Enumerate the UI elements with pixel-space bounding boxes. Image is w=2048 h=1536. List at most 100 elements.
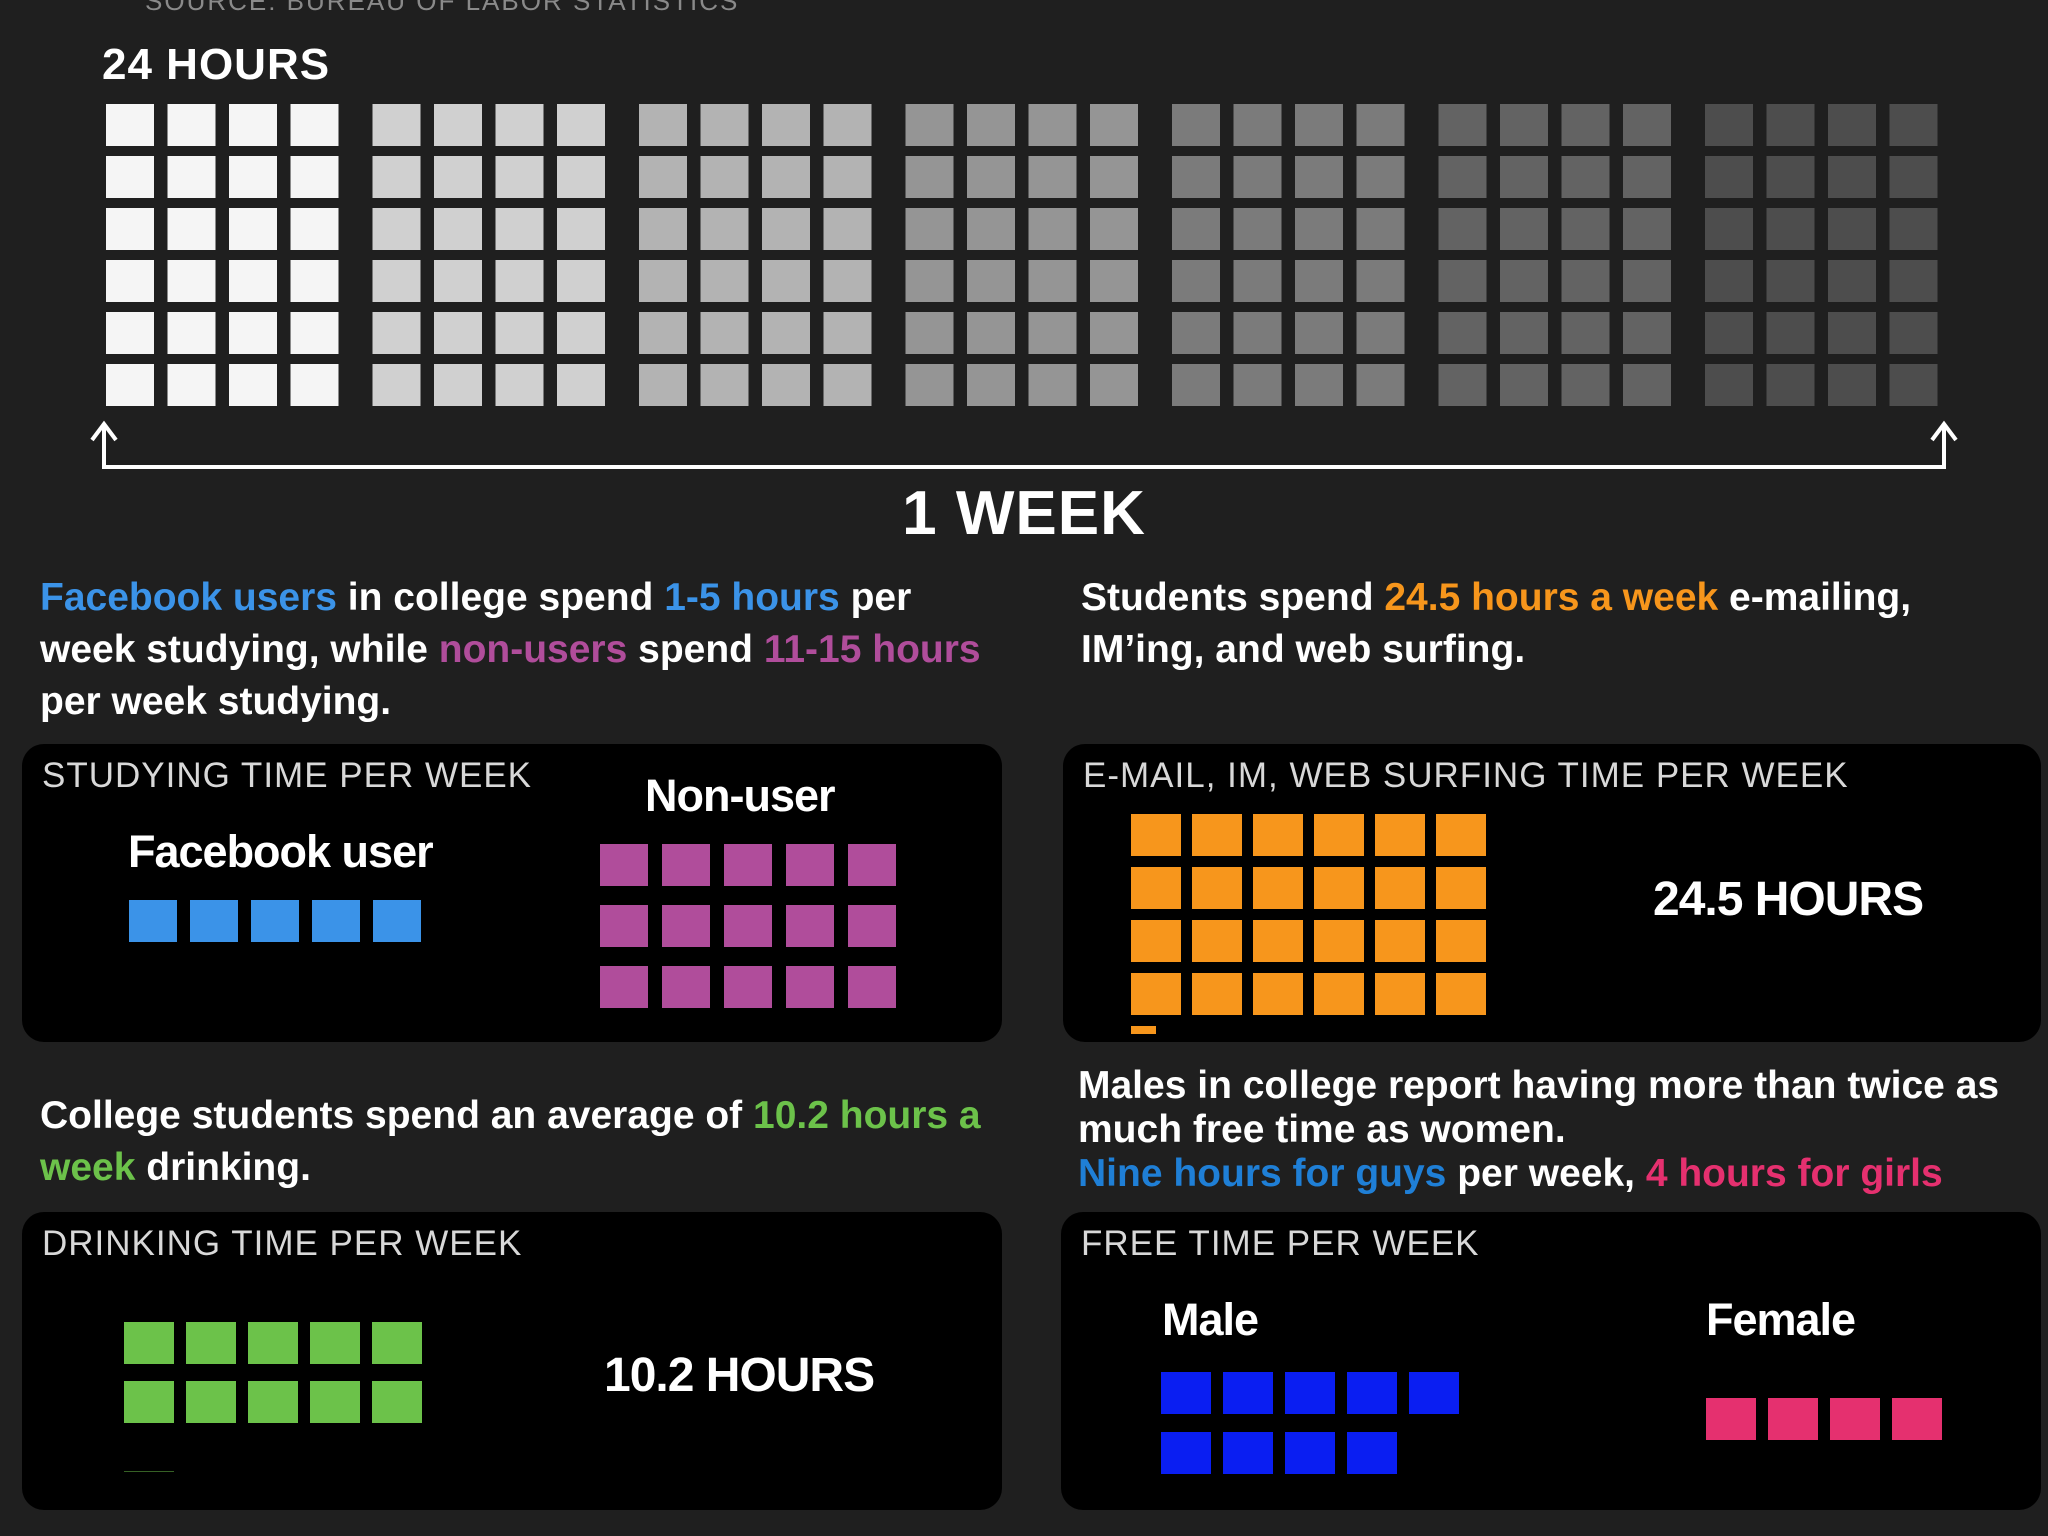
day-3-hour-cell [639,104,687,146]
day-7-hour-cell [1889,156,1938,198]
day-6-hour-cell [1561,260,1610,302]
day-7-hour-cell [1766,312,1815,354]
day-6-hour-cell [1623,208,1671,250]
day-5-hour-cell [1356,364,1405,406]
day-1-hour-cell [106,156,154,198]
day-7-hour-cell [1828,364,1876,406]
day-2-hour-cell [495,312,544,354]
email-hour [1314,973,1364,1015]
day-2-hour-cell [495,260,544,302]
day-1-hour-cell [229,260,277,302]
caption-fragment: in college spend [336,576,665,619]
day-6-hour-cell [1561,156,1610,198]
day-4-hour-cell [1028,104,1077,146]
day-2-hour-cell [434,312,482,354]
day-4-hour-cell [905,208,954,250]
male-hour [1161,1372,1211,1414]
day-2-hour-cell [557,260,605,302]
day-6-hour-cell [1623,260,1671,302]
day-7-hour-cell [1766,260,1815,302]
caption-fragment: College students spend an average of [40,1094,754,1137]
day-3-hour-cell [762,156,810,198]
caption-fragment: 10.2 hours a week [40,1094,981,1189]
email-hour [1375,973,1425,1015]
day-2-hour-cell [434,156,482,198]
day-1-hour-cell [290,364,339,406]
male-hour [1223,1432,1273,1474]
day-7-hour-cell [1705,104,1753,146]
nonuser-hour [662,966,710,1008]
email-hour [1436,973,1486,1015]
day-7-hour-cell [1766,156,1815,198]
nonuser-hours [600,844,896,1008]
email-hour [1192,973,1242,1015]
day-5-hour-cell [1233,364,1282,406]
day-1-hour-cell [290,208,339,250]
day-6-hour-cell [1438,156,1487,198]
drinking-total: 10.2 HOURS [604,1349,875,1402]
day-1-hour-cell [106,312,154,354]
day-2-hour-cell [557,208,605,250]
email-hour [1192,867,1242,909]
email-hour-partial [1131,1026,1156,1034]
day-4-hour-cell [1090,156,1138,198]
nonuser-hour [662,844,710,886]
day-7-hour-cell [1705,364,1753,406]
day-4-hour-cell [1028,260,1077,302]
day-5-hour-cell [1172,208,1220,250]
drinking-caption: College students spend an average of 10.… [40,1090,1020,1194]
day-7-hour-cell [1889,208,1938,250]
day-5-hour-cell [1356,104,1405,146]
day-1-hour-cell [106,364,154,406]
day-3-hour-cell [823,364,872,406]
day-3-hour-cell [762,260,810,302]
day-1-hour-cell [167,104,216,146]
day-2-hour-cell [557,156,605,198]
day-7-hour-cell [1828,260,1876,302]
day-3-hour-cell [639,156,687,198]
day-7-hour-cell [1828,312,1876,354]
day-6-hour-cell [1623,364,1671,406]
nonuser-hour [724,966,772,1008]
day-4-hour-cell [967,156,1015,198]
nonuser-hour [600,966,648,1008]
day-3-hour-cell [700,104,749,146]
day-4-hour-cell [1090,364,1138,406]
male-hour [1347,1372,1397,1414]
day-5-hour-cell [1172,260,1220,302]
facebook-user-hour [129,900,177,942]
day-3-hour-cell [762,104,810,146]
day-3-hour-cell [823,312,872,354]
caption-fragment: 1-5 hours [664,576,840,619]
day-5-hour-cell [1295,260,1343,302]
day-5-hour-cell [1233,156,1282,198]
day-2-hour-cell [557,104,605,146]
facebook-user-hour [373,900,421,942]
day-2-hour-cell [495,104,544,146]
day-7-hour-cell [1705,208,1753,250]
day-1-hour-cell [229,208,277,250]
day-2-hour-cell [372,156,421,198]
caption-fragment: spend [627,628,764,671]
day-6-hour-cell [1623,156,1671,198]
day-5-hour-cell [1233,104,1282,146]
day-3-hour-cell [762,208,810,250]
nonuser-hour [600,905,648,947]
day-6-hour-cell [1500,104,1548,146]
day-6-hour-cell [1623,104,1671,146]
drinking-hour [186,1381,236,1423]
nonuser-hour [848,905,896,947]
female-hour [1830,1398,1880,1440]
day-1-hour-cell [229,312,277,354]
day-1-hour-cell [229,156,277,198]
facebook-user-hour [312,900,360,942]
day-6-hour-cell [1561,312,1610,354]
bracket-left-arrow [90,420,118,468]
nonuser-hour [724,844,772,886]
male-hour [1285,1372,1335,1414]
day-4-hour-cell [1028,312,1077,354]
nonuser-hour [786,966,834,1008]
day-4-hour-cell [905,260,954,302]
day-2-hour-cell [557,312,605,354]
email-hour [1314,920,1364,962]
